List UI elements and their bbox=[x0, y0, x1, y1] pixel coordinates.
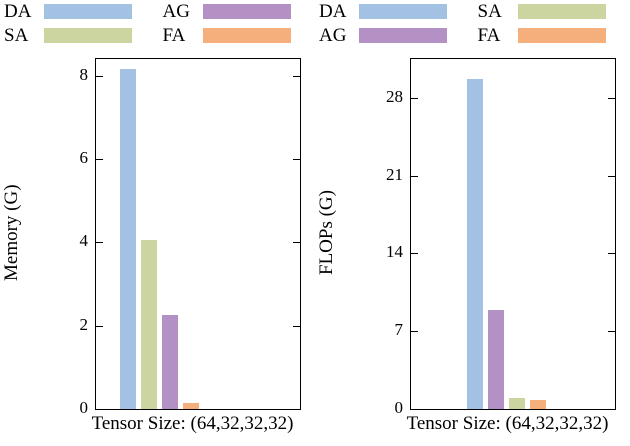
bar-da bbox=[467, 79, 483, 409]
y-tick-mark bbox=[96, 242, 103, 244]
flops-legend: DA SA AG FA bbox=[319, 2, 620, 45]
y-tick-mark bbox=[96, 75, 103, 77]
legend-entry-ag: AG bbox=[163, 2, 306, 21]
legend-swatch-da bbox=[44, 4, 132, 19]
y-tick-mark bbox=[293, 242, 300, 244]
legend-label-fa: FA bbox=[162, 25, 186, 46]
y-tick-mark bbox=[608, 253, 615, 255]
memory-y-tick-labels: 0 2 4 6 8 bbox=[0, 58, 89, 417]
flops-x-axis-label: Tensor Size: (64,32,32,32) bbox=[406, 413, 609, 434]
y-tick-mark bbox=[293, 159, 300, 160]
legend-entry-da: DA bbox=[319, 2, 462, 21]
legend-label-sa: SA bbox=[477, 1, 502, 22]
y-tick-label-8: 8 bbox=[79, 64, 89, 84]
legend-row: SA FA bbox=[4, 26, 305, 45]
legend-row: DA AG bbox=[4, 2, 305, 21]
y-tick-mark bbox=[293, 75, 300, 77]
legend-entry-sa: SA bbox=[478, 2, 621, 21]
legend-entry-da: DA bbox=[4, 2, 147, 21]
legend-label-sa: SA bbox=[4, 25, 29, 46]
flops-plot-area bbox=[410, 58, 616, 410]
y-tick-label-14: 14 bbox=[386, 242, 403, 262]
y-tick-label-4: 4 bbox=[79, 231, 89, 251]
y-tick-mark bbox=[608, 331, 615, 333]
bar-fa bbox=[183, 402, 199, 409]
legend-swatch-sa bbox=[44, 28, 132, 43]
legend-swatch-da bbox=[359, 4, 447, 19]
bar-sa bbox=[141, 240, 157, 409]
legend-entry-fa: FA bbox=[163, 26, 306, 45]
y-tick-mark bbox=[96, 159, 103, 160]
memory-x-axis-label: Tensor Size: (64,32,32,32) bbox=[91, 413, 294, 434]
legend-entry-fa: FA bbox=[478, 26, 621, 45]
bar-fa bbox=[530, 400, 546, 409]
y-tick-label-2: 2 bbox=[79, 314, 89, 334]
y-tick-mark bbox=[411, 175, 418, 177]
y-tick-mark bbox=[608, 97, 615, 99]
memory-plot-area bbox=[95, 58, 301, 410]
y-tick-mark bbox=[293, 409, 300, 410]
legend-swatch-sa bbox=[517, 4, 606, 19]
y-tick-mark bbox=[96, 325, 103, 327]
legend-label-fa: FA bbox=[477, 25, 501, 46]
legend-swatch-fa bbox=[202, 28, 291, 43]
y-tick-label-0: 0 bbox=[79, 398, 89, 417]
legend-swatch-ag bbox=[359, 28, 447, 43]
legend-label-da: DA bbox=[4, 1, 32, 22]
y-tick-mark bbox=[608, 409, 615, 410]
y-tick-label-21: 21 bbox=[386, 164, 403, 184]
memory-legend: DA AG SA FA bbox=[4, 2, 305, 45]
y-tick-mark bbox=[96, 409, 103, 410]
legend-swatch-ag bbox=[202, 4, 291, 19]
flops-y-tick-labels: 0 7 14 21 28 bbox=[315, 58, 404, 417]
legend-swatch-fa bbox=[517, 28, 606, 43]
y-tick-label-28: 28 bbox=[386, 86, 403, 106]
legend-entry-sa: SA bbox=[4, 26, 147, 45]
bar-da bbox=[120, 69, 136, 409]
y-tick-mark bbox=[608, 175, 615, 177]
y-tick-label-0: 0 bbox=[394, 398, 404, 417]
bar-ag bbox=[162, 315, 178, 409]
y-tick-mark bbox=[411, 97, 418, 99]
legend-label-ag: AG bbox=[319, 25, 347, 46]
y-tick-mark bbox=[293, 325, 300, 327]
bar-ag bbox=[488, 310, 504, 409]
legend-row: AG FA bbox=[319, 26, 620, 45]
y-tick-mark bbox=[411, 331, 418, 333]
legend-label-ag: AG bbox=[162, 1, 190, 22]
bar-sa bbox=[509, 397, 525, 409]
y-tick-label-7: 7 bbox=[394, 320, 404, 340]
legend-entry-ag: AG bbox=[319, 26, 462, 45]
flops-chart: DA SA AG FA FLOPs (G) 0 7 14 21 28 Tensor Size:… bbox=[315, 0, 630, 446]
y-tick-mark bbox=[411, 253, 418, 255]
legend-row: DA SA bbox=[319, 2, 620, 21]
y-tick-mark bbox=[411, 409, 418, 410]
y-tick-label-6: 6 bbox=[79, 148, 89, 167]
legend-label-da: DA bbox=[319, 1, 347, 22]
